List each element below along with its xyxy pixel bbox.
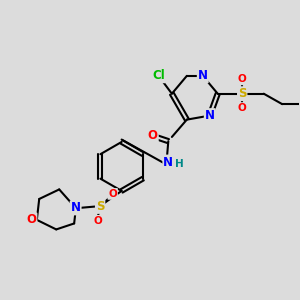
Text: N: N: [205, 109, 215, 122]
Text: S: S: [238, 87, 247, 100]
Text: O: O: [93, 216, 102, 226]
Text: Cl: Cl: [152, 69, 165, 82]
Text: N: N: [163, 155, 173, 169]
Text: N: N: [198, 69, 208, 82]
Text: H: H: [175, 159, 184, 169]
Text: S: S: [96, 200, 104, 213]
Text: O: O: [108, 189, 117, 199]
Text: O: O: [26, 213, 37, 226]
Text: N: N: [70, 201, 81, 214]
Text: O: O: [238, 74, 247, 84]
Text: O: O: [238, 103, 247, 113]
Text: O: O: [148, 129, 158, 142]
